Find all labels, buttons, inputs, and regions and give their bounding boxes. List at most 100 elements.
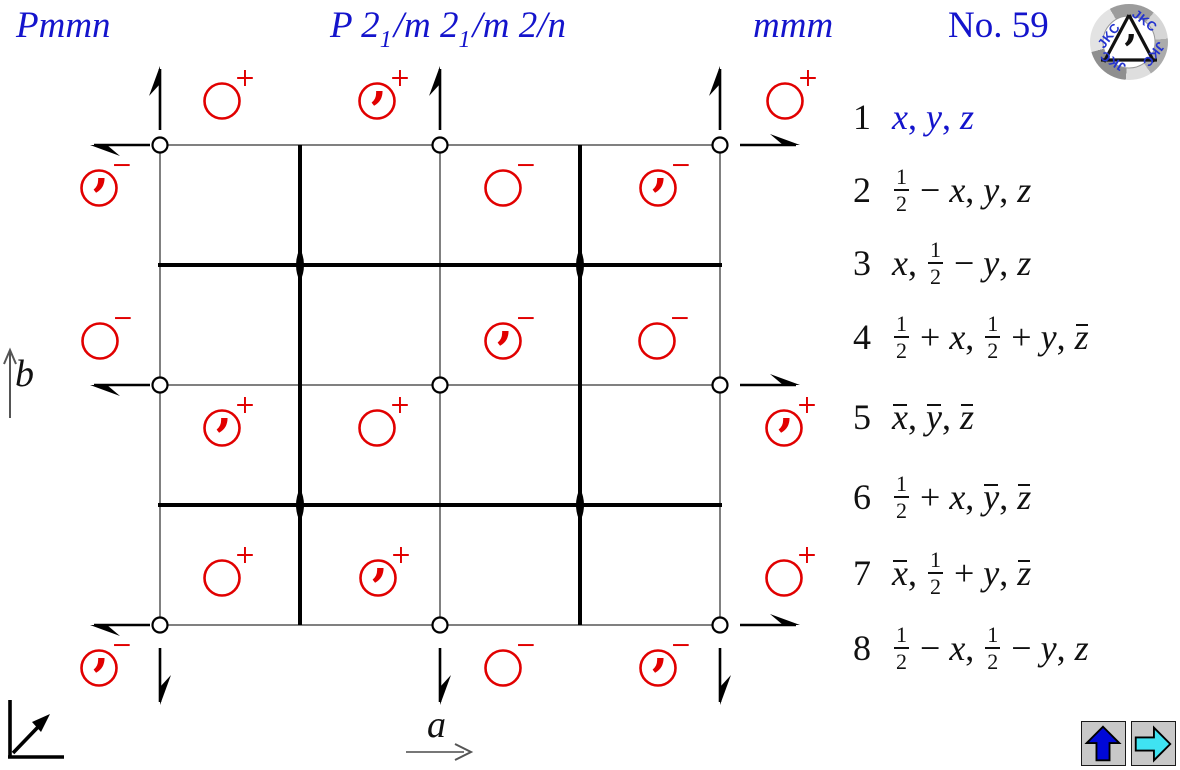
position-number: 2 (853, 170, 871, 210)
comma-glyph: , (497, 295, 513, 349)
position-number: 7 (853, 553, 871, 593)
coord-token: x (892, 397, 908, 437)
nav-up-button[interactable] (1081, 721, 1126, 766)
position-coordinates: x, 1 2− y, z (892, 238, 1031, 288)
coord-token: z (1017, 243, 1032, 283)
atom-circle (639, 649, 677, 687)
symbol-subscript: 1 (458, 27, 471, 53)
screw-axis-arrowhead (160, 675, 171, 705)
screw-axis-arrowhead (770, 134, 800, 145)
coord-token: , (965, 628, 984, 668)
coord-token: y (1040, 317, 1057, 357)
comma-glyph: , (372, 532, 388, 586)
logo-ring: , JKC JKC JKC JKC (1090, 4, 1168, 80)
axis-b-label: b (15, 353, 34, 395)
inversion-center-symbol (711, 136, 729, 154)
coord-token: , (1056, 628, 1075, 668)
axis-b-arrow (3, 347, 17, 418)
atom-mirrored: , − (484, 295, 537, 360)
atom-circle (358, 82, 396, 120)
coord-token: z (1074, 628, 1089, 668)
height-sign: − (516, 303, 537, 332)
nav-next-button[interactable] (1131, 721, 1176, 766)
comma-glyph: , (652, 622, 668, 676)
coord-token: y (925, 397, 942, 437)
inversion-center-symbol (711, 376, 729, 394)
inversion-center-symbol (711, 616, 729, 634)
atom-circle (766, 82, 804, 120)
atom-circle (358, 409, 396, 447)
jkc-logo[interactable]: , JKC JKC JKC JKC (1090, 4, 1168, 80)
position-coordinates: x, y, z (892, 396, 974, 438)
coord-token: , (999, 170, 1018, 210)
atom: − (484, 150, 537, 207)
height-sign: + (390, 63, 411, 92)
coord-token: x (949, 477, 966, 517)
coord-token: + (953, 553, 975, 593)
atom: − (81, 303, 134, 360)
symmetry-diagram-svg: +, + +, − −, −−, − −, + +, ++, + +, − −, − (3, 55, 819, 761)
coord-token: + (920, 477, 941, 517)
atom-mirrored: , − (80, 142, 132, 207)
atom: + (765, 540, 817, 597)
height-sign: + (798, 63, 819, 92)
position-row: 2 1 2− x, y, z (850, 165, 1031, 215)
space-group-short-symbol: Pmmn (16, 5, 111, 46)
position-number: 6 (853, 477, 871, 517)
atom: − (638, 303, 690, 360)
twofold-axis-symbol (296, 248, 304, 282)
height-sign: + (235, 540, 256, 569)
atom: + (203, 540, 256, 597)
symbol-text: /m 2/n (472, 5, 566, 46)
coord-token: y (1040, 628, 1057, 668)
position-number: 8 (853, 628, 871, 668)
atom-circle (203, 82, 241, 120)
coord-token: y (983, 477, 1000, 517)
coord-token: − (920, 628, 941, 668)
coord-token: , (999, 243, 1018, 283)
coord-token: , (965, 477, 984, 517)
coord-token: − (953, 243, 975, 283)
height-sign: − (113, 303, 134, 332)
coord-token: y (983, 243, 1000, 283)
height-sign: − (516, 150, 537, 179)
comma-glyph: , (93, 622, 109, 676)
atom-circle (638, 322, 676, 360)
logo-comma-glyph: , (1124, 4, 1137, 49)
inversion-center-symbol (431, 616, 449, 634)
position-row: 6 1 2 + x, y, z (850, 470, 1031, 523)
screw-axis-arrowhead (149, 66, 160, 96)
coord-token: x (949, 170, 966, 210)
atom-mirrored: , + (203, 382, 256, 447)
atom-circle (81, 322, 119, 360)
comma-glyph: , (93, 142, 109, 196)
coord-token: + (1011, 317, 1032, 357)
navigation-bar (1081, 721, 1176, 766)
logo-triangle (1101, 14, 1157, 63)
up-arrow-icon (1084, 724, 1122, 761)
atom-mirrored: , − (639, 622, 691, 687)
position-coordinates: 1 2− x, y, z (892, 165, 1031, 215)
atom-mirrored: , + (358, 55, 411, 120)
height-sign: + (235, 390, 256, 419)
inversion-center-symbol (431, 376, 449, 394)
screw-axis-arrowhead (770, 374, 800, 385)
height-sign: − (112, 630, 133, 659)
screw-axis-arrowhead (90, 625, 120, 636)
twofold-axis-symbol (576, 248, 584, 282)
coord-token: , (907, 553, 926, 593)
atom-circle (484, 322, 522, 360)
position-coordinates: 1 2− x, 1 2− y, z (892, 623, 1089, 673)
coord-token: x (892, 243, 908, 283)
coord-token: , (941, 397, 960, 437)
coord-token: + (920, 317, 941, 357)
screw-axis-arrowhead (429, 66, 440, 96)
